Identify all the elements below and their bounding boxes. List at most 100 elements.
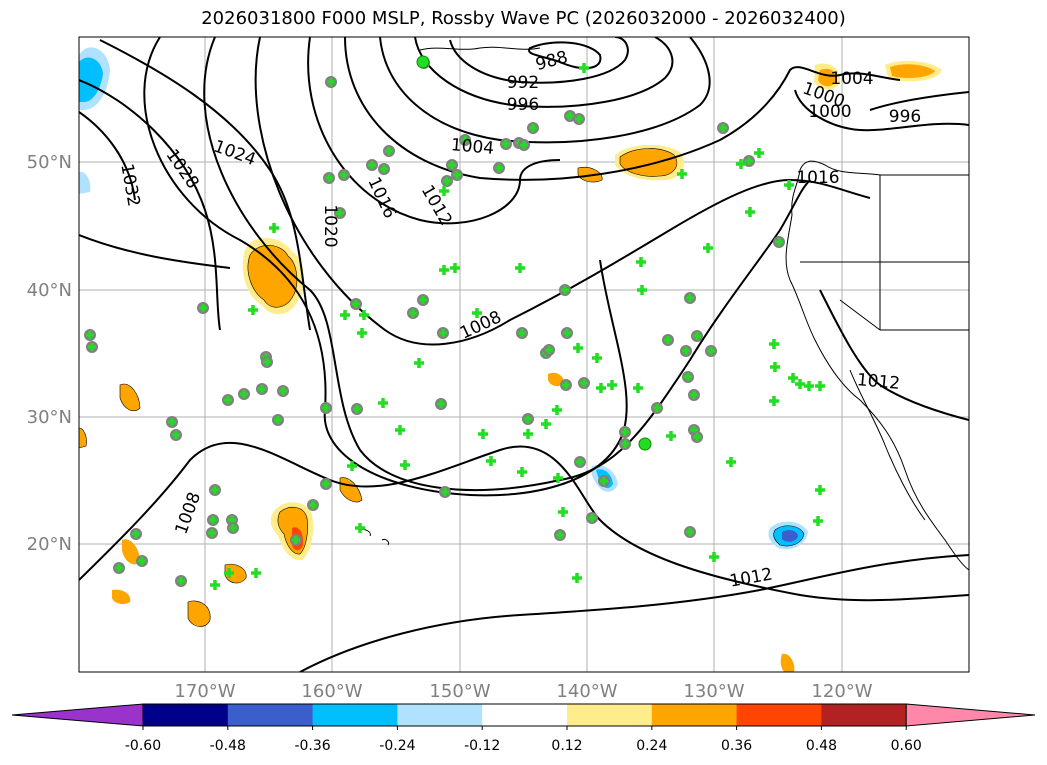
isobar-988 xyxy=(528,41,602,70)
contour-label: 1000 xyxy=(808,102,851,122)
colorbar-tick-label: 0.48 xyxy=(806,738,837,754)
colorbar-segment xyxy=(736,704,822,726)
observation-cross xyxy=(240,390,248,398)
observation-cross xyxy=(453,171,461,179)
contour-label: 1012 xyxy=(856,370,901,394)
map-background xyxy=(79,37,969,672)
observation-cross xyxy=(769,396,779,406)
positive-anomaly-patch xyxy=(890,64,935,79)
observation-cross xyxy=(600,477,608,485)
observation-cross xyxy=(726,457,736,467)
observation-cross xyxy=(229,524,237,532)
observation-cross xyxy=(336,209,344,217)
observation-cross xyxy=(478,429,488,439)
observation-cross xyxy=(664,336,672,344)
positive-anomaly-patch xyxy=(247,245,298,308)
lat-label-40n: 40°N xyxy=(27,280,72,301)
observation-cross xyxy=(775,238,783,246)
observation-cross xyxy=(210,580,220,590)
observation-cross xyxy=(269,223,279,233)
observation-cross xyxy=(573,343,583,353)
observation-cross xyxy=(552,405,562,415)
observation-cross xyxy=(168,418,176,426)
observation-cross xyxy=(795,379,805,389)
state-border xyxy=(800,175,969,331)
observation-cross xyxy=(709,552,719,562)
isobar-1000 xyxy=(379,37,711,144)
observation-cross xyxy=(355,523,365,533)
observation-cross xyxy=(558,507,568,517)
observation-cross xyxy=(561,286,569,294)
observation-cross xyxy=(804,381,814,391)
colorbar-segment xyxy=(312,704,398,726)
lat-label-20n: 20°N xyxy=(27,534,72,555)
observation-cross xyxy=(769,339,779,349)
colorbar-tick-label: -0.60 xyxy=(125,738,161,754)
observation-cross xyxy=(251,568,261,578)
observation-cross xyxy=(690,391,698,399)
colorbar-tick-label: -0.24 xyxy=(379,738,415,754)
observation-cross xyxy=(566,112,574,120)
observation-cross xyxy=(541,419,551,429)
isobar-1004-closed xyxy=(79,234,231,269)
observation-cross xyxy=(576,458,584,466)
observation-cross xyxy=(409,309,417,317)
observation-cross xyxy=(322,404,330,412)
observation-cross xyxy=(666,431,676,441)
observation-cross xyxy=(621,440,629,448)
observation-cross xyxy=(556,531,564,539)
observation-cross xyxy=(677,169,687,179)
lat-label-30n: 30°N xyxy=(27,407,72,428)
observation-cross xyxy=(322,480,330,488)
colorbar-tick-label: 0.36 xyxy=(721,738,752,754)
observation-cross xyxy=(441,488,449,496)
isobar-1004 xyxy=(344,37,901,181)
baja-peninsula xyxy=(849,369,926,521)
observation-cross xyxy=(395,425,405,435)
observation-cross xyxy=(248,305,258,315)
observation-cross xyxy=(719,124,727,132)
observation-cross xyxy=(224,396,232,404)
observation-cross xyxy=(770,362,780,372)
colorbar-segment xyxy=(397,704,483,726)
positive-anomaly-patch xyxy=(187,600,211,627)
observation-cross xyxy=(325,174,333,182)
observation-cross xyxy=(607,380,617,390)
observation-cross xyxy=(682,347,690,355)
observation-cross xyxy=(707,347,715,355)
observation-cross xyxy=(353,405,361,413)
observation-highlight xyxy=(638,437,652,451)
colorbar-tick-label: 0.60 xyxy=(891,738,922,754)
colorbar-segment xyxy=(651,704,738,726)
observation-cross xyxy=(523,429,533,439)
observation-cross xyxy=(380,165,388,173)
longitude-labels: 170°W 160°W 150°W 140°W 130°W 120°W xyxy=(174,681,872,702)
lon-label-120w: 120°W xyxy=(811,681,872,702)
observation-cross xyxy=(309,501,317,509)
colorbar-tick-label: 0.24 xyxy=(636,738,667,754)
observation-highlight xyxy=(416,55,430,69)
isobar-996 xyxy=(414,37,674,108)
negative-anomaly-patch xyxy=(782,530,798,542)
colorbar-extension-high xyxy=(905,703,1036,727)
isobar-1012-coast xyxy=(819,289,969,421)
latitude-labels: 50°N 40°N 30°N 20°N xyxy=(27,152,72,555)
observation-cross xyxy=(132,530,140,538)
observation-cross xyxy=(813,516,823,526)
observation-cross xyxy=(419,296,427,304)
contour-label: 1016 xyxy=(796,168,839,188)
observation-cross xyxy=(472,308,482,318)
positive-anomaly-patch xyxy=(548,372,565,387)
contour-label: 996 xyxy=(889,107,921,127)
observation-cross xyxy=(579,63,589,73)
observation-cross xyxy=(359,310,369,320)
observation-cross xyxy=(340,171,348,179)
alaska-coast xyxy=(419,46,541,51)
colorbar-extension-low xyxy=(11,703,144,727)
map-panel xyxy=(78,36,970,673)
observation-cross xyxy=(292,536,300,544)
observation-cross xyxy=(517,467,527,477)
contour-label: 992 xyxy=(507,73,539,93)
observation-cross xyxy=(553,473,563,483)
colorbar-tick-label: -0.36 xyxy=(294,738,330,754)
